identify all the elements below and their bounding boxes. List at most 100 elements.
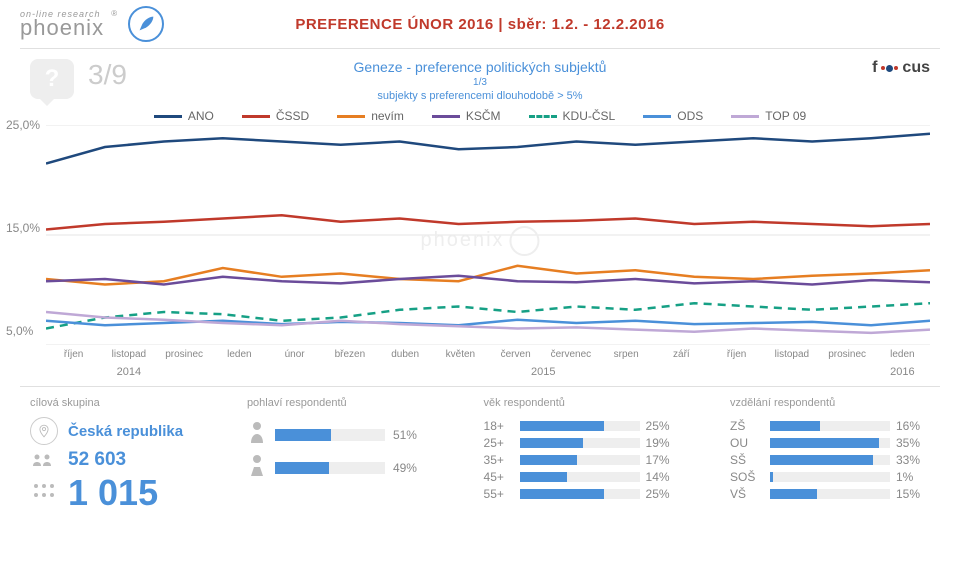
- age-row: 35+17%: [484, 453, 700, 467]
- year-labels: 201420152016: [46, 360, 930, 378]
- edu-bar-track: [770, 489, 890, 499]
- x-tick-label: listopad: [101, 349, 156, 360]
- legend-swatch: [643, 115, 671, 118]
- chart-fraction: 1/3: [354, 77, 607, 88]
- age-row: 55+ 25%: [484, 487, 700, 501]
- x-tick-label: leden: [212, 349, 267, 360]
- logo: on-line research phoenix ®: [20, 6, 164, 42]
- edu-pct: 33%: [896, 453, 930, 467]
- edu-bar-fill: [770, 472, 773, 482]
- year-label: 2016: [875, 366, 930, 378]
- legend-label: ČSSD: [276, 109, 309, 123]
- gender-row: 51%: [247, 421, 454, 448]
- edu-label: VŠ: [730, 487, 764, 501]
- age-head: věk respondentů: [484, 397, 700, 409]
- gender-head: pohlaví respondentů: [247, 397, 454, 409]
- edu-row: ZŠ16%: [730, 419, 930, 433]
- age-label: 45+: [484, 470, 514, 484]
- x-tick-label: leden: [875, 349, 930, 360]
- chart-legend: ANO ČSSD nevím KSČM KDU-ČSL ODS TOP 09: [0, 105, 960, 125]
- legend-item: KSČM: [432, 109, 501, 123]
- age-row: 18+25%: [484, 419, 700, 433]
- age-row: 45+ 14%: [484, 470, 700, 484]
- age-pct: 19%: [646, 436, 680, 450]
- edu-label: OU: [730, 436, 764, 450]
- edu-label: SŠ: [730, 453, 764, 467]
- age-bar-fill: [520, 489, 604, 499]
- x-tick-label: září: [654, 349, 709, 360]
- logo-small-line: on-line research: [20, 10, 118, 19]
- population-number: 52 603: [68, 449, 126, 471]
- x-tick-label: říjen: [709, 349, 764, 360]
- age-bar-track: [520, 421, 640, 431]
- year-label: 2014: [46, 366, 212, 378]
- edu-label: SOŠ: [730, 470, 764, 484]
- age-bar-fill: [520, 438, 584, 448]
- chart-title: Geneze - preference politických subjektů: [354, 59, 607, 75]
- edu-bars: ZŠ16%OU35%SŠ33%SOŠ1%VŠ15%: [730, 419, 930, 501]
- y-tick-label: 25,0%: [6, 118, 40, 132]
- edu-bar-track: [770, 438, 890, 448]
- gender-bar-fill: [275, 462, 329, 474]
- edu-bar-fill: [770, 455, 873, 465]
- gender-bar-track: [275, 462, 385, 474]
- y-tick-label: 5,0%: [6, 324, 40, 338]
- subheader-center: Geneze - preference politických subjektů…: [354, 59, 607, 102]
- footer-gender-col: pohlaví respondentů 51% 49%: [247, 397, 454, 511]
- question-mark: ?: [45, 65, 60, 93]
- series-ČSSD: [46, 215, 930, 229]
- gender-pct: 51%: [393, 428, 429, 442]
- gender-row: 49%: [247, 454, 454, 481]
- slide-number: 3/9: [88, 59, 127, 91]
- x-axis-labels: říjenlistopadprosinecledenúnorbřezendube…: [46, 345, 930, 360]
- reg-mark: ®: [111, 9, 118, 18]
- gender-pct: 49%: [393, 461, 429, 475]
- age-bar-fill: [520, 455, 577, 465]
- legend-item: ANO: [154, 109, 214, 123]
- legend-label: ODS: [677, 109, 703, 123]
- age-pct: 14%: [646, 470, 680, 484]
- x-tick-label: květen: [433, 349, 488, 360]
- people-icon: [30, 453, 58, 467]
- age-bar-track: [520, 472, 640, 482]
- age-label: 55+: [484, 487, 514, 501]
- chart-area: 25,0%15,0%5,0% phoenix říjenlistopadpros…: [0, 125, 960, 382]
- age-pct: 25%: [646, 487, 680, 501]
- legend-item: TOP 09: [731, 109, 806, 123]
- age-label: 25+: [484, 436, 514, 450]
- footer-target-col: cílová skupina Česká republika 52 603 1 …: [30, 397, 217, 511]
- age-bars: 18+25% 25+ 19% 35+17% 45+ 14% 55+ 25%: [484, 419, 700, 501]
- legend-item: nevím: [337, 109, 404, 123]
- edu-bar-fill: [770, 489, 817, 499]
- x-tick-label: srpen: [599, 349, 654, 360]
- people-many-icon: [30, 483, 58, 503]
- footer: cílová skupina Česká republika 52 603 1 …: [20, 386, 940, 523]
- female-icon: [247, 454, 267, 481]
- x-tick-label: červenec: [543, 349, 598, 360]
- y-tick-label: 15,0%: [6, 221, 40, 235]
- sample-row: 1 015: [30, 475, 217, 511]
- edu-bar-track: [770, 455, 890, 465]
- pin-icon: [30, 417, 58, 445]
- line-chart: [46, 125, 930, 345]
- edu-pct: 1%: [896, 470, 930, 484]
- age-row: 25+ 19%: [484, 436, 700, 450]
- gender-bar-fill: [275, 429, 331, 441]
- series-ANO: [46, 134, 930, 164]
- age-bar-fill: [520, 472, 567, 482]
- target-head: cílová skupina: [30, 397, 217, 409]
- legend-label: KDU-ČSL: [563, 109, 616, 123]
- legend-label: nevím: [371, 109, 404, 123]
- country-name: Česká republika: [68, 423, 183, 440]
- legend-item: ODS: [643, 109, 703, 123]
- age-bar-track: [520, 489, 640, 499]
- age-pct: 17%: [646, 453, 680, 467]
- age-bar-track: [520, 455, 640, 465]
- x-tick-label: duben: [378, 349, 433, 360]
- age-bar-track: [520, 438, 640, 448]
- edu-pct: 16%: [896, 419, 930, 433]
- question-bubble-icon: ?: [30, 59, 74, 99]
- age-bar-fill: [520, 421, 604, 431]
- legend-swatch: [529, 115, 557, 118]
- edu-pct: 35%: [896, 436, 930, 450]
